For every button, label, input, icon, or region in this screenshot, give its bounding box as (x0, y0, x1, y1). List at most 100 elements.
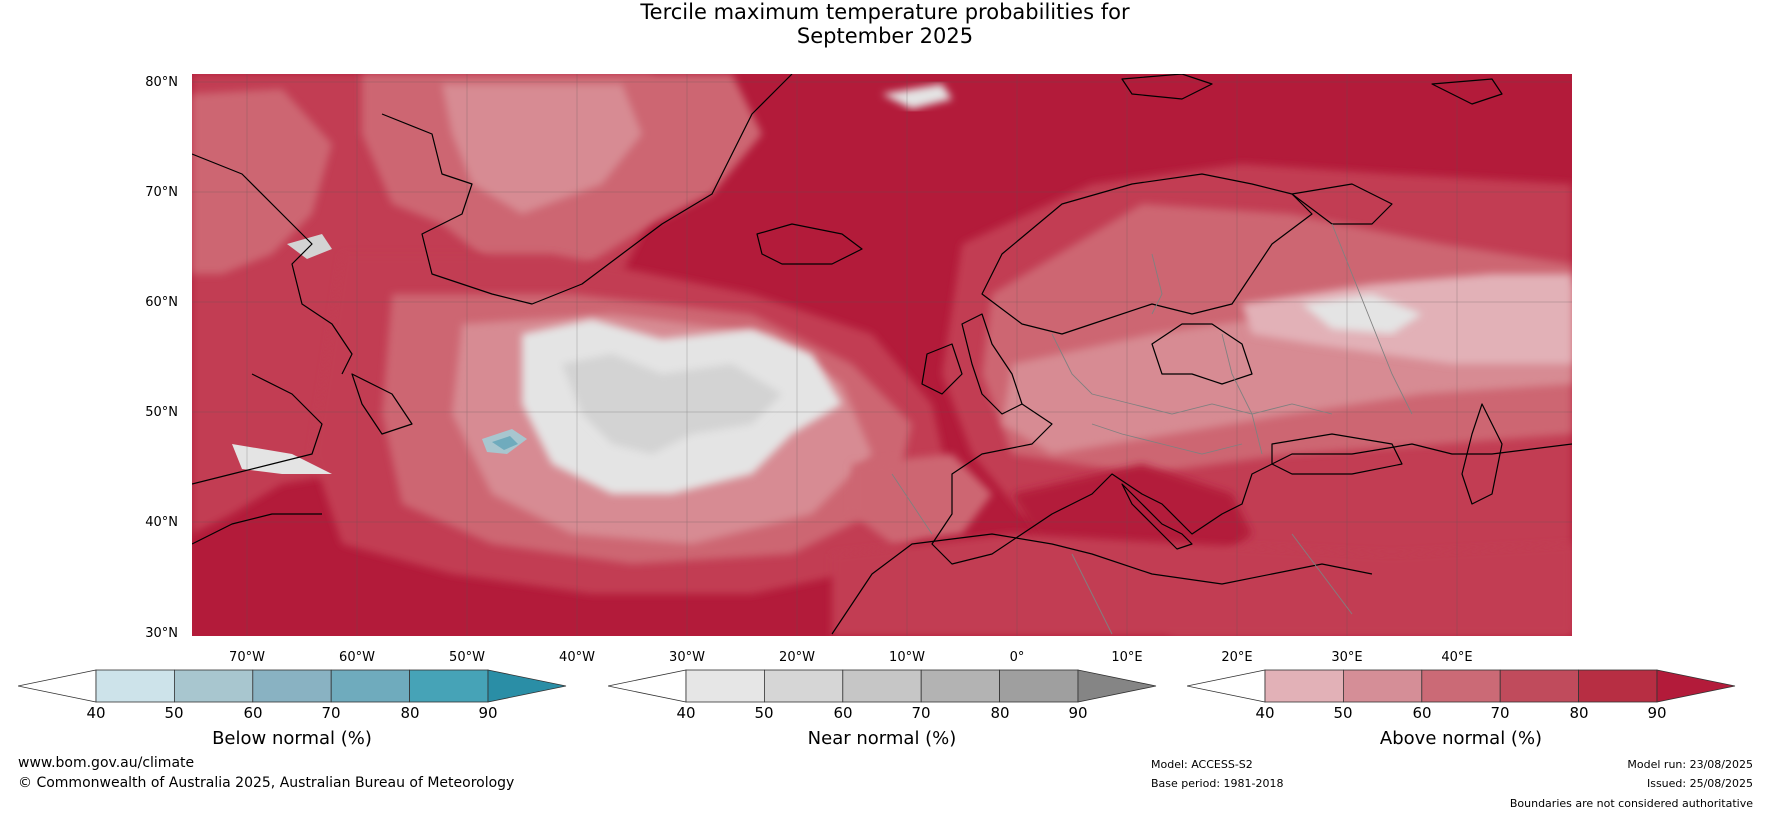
website-text: www.bom.gov.au/climate (18, 755, 195, 771)
tick-below: 60 (243, 704, 263, 722)
issued-text: Issued: 25/08/2025 (1646, 777, 1753, 790)
colorbar-above (1187, 669, 1736, 703)
tick-below: 80 (400, 704, 420, 722)
colorbar-bin (842, 669, 922, 703)
lat-label: 30°N (145, 626, 178, 641)
coast-greenland (381, 74, 793, 305)
lat-label: 60°N (145, 295, 178, 310)
legend-label-near: Near normal (%) (807, 728, 957, 749)
tick-below: 70 (321, 704, 341, 722)
coast-newfoundland (351, 373, 413, 435)
coast-svalbard (1121, 74, 1213, 100)
coast-norway (981, 173, 1313, 335)
coast-caspian (1461, 403, 1503, 505)
coast-baffin (192, 153, 353, 375)
coast-iceland (756, 223, 863, 265)
tick-near: 40 (676, 704, 696, 722)
lon-label: 50°W (449, 650, 485, 665)
borders (891, 223, 1413, 635)
colorbar-extend-low (608, 669, 687, 703)
colorbar-near (608, 669, 1157, 703)
legend-label-above: Above normal (%) (1379, 728, 1543, 749)
coast-ireland (921, 343, 963, 395)
legend-label-below: Below normal (%) (212, 728, 372, 749)
colorbar-bin (685, 669, 765, 703)
region-above-60-greenland (442, 84, 642, 214)
map-title: Tercile maximum temperature probabilitie… (0, 0, 1770, 48)
colorbar-extend-low (18, 669, 97, 703)
model-text: Model: ACCESS-S2 (1151, 758, 1253, 771)
colorbar-bin (1264, 669, 1344, 703)
graticule (192, 74, 1572, 636)
colorbar-bin (330, 669, 411, 703)
coast-baltic (1151, 323, 1253, 385)
lon-label: 40°W (559, 650, 595, 665)
region-below-70 (492, 436, 518, 450)
coast-north-africa (831, 533, 1373, 635)
coast-kola (1291, 183, 1393, 225)
tick-above: 40 (1255, 704, 1275, 722)
probability-map (192, 74, 1572, 636)
region-above-70-canada (192, 89, 332, 274)
lat-label: 80°N (145, 75, 178, 90)
colorbar-bin (1421, 669, 1501, 703)
colorbar-bin (1578, 669, 1658, 703)
lon-label: 60°W (339, 650, 375, 665)
colorbar-extend-low (1187, 669, 1266, 703)
tick-near: 70 (911, 704, 931, 722)
lat-label: 40°N (145, 515, 178, 530)
region-near-svalbard (882, 84, 952, 109)
colorbar-bin (1342, 669, 1423, 703)
colorbar-bin (999, 669, 1079, 703)
tick-above: 50 (1333, 704, 1353, 722)
colorbar-bin (1499, 669, 1580, 703)
tick-near: 50 (754, 704, 774, 722)
coast-black-sea (1271, 433, 1403, 475)
tick-above: 70 (1490, 704, 1510, 722)
tick-below: 90 (478, 704, 498, 722)
lon-label: 20°E (1221, 650, 1253, 665)
lon-label: 70°W (229, 650, 265, 665)
lat-label: 50°N (145, 405, 178, 420)
region-near-nova-scotia (232, 444, 332, 474)
colorbar-extend-high (1077, 669, 1157, 703)
colorbar-bin (409, 669, 489, 703)
coast-italy (1121, 483, 1193, 550)
region-near-russia (1302, 294, 1422, 334)
lon-label: 20°W (779, 650, 815, 665)
colorbar-extend-high (487, 669, 567, 703)
tick-above: 80 (1569, 704, 1589, 722)
coast-us-east (192, 513, 322, 545)
tick-above: 90 (1647, 704, 1667, 722)
model-run-text: Model run: 23/08/2025 (1627, 758, 1753, 771)
colorbar-extend-high (1656, 669, 1736, 703)
tick-above: 60 (1412, 704, 1432, 722)
base-period-text: Base period: 1981-2018 (1151, 777, 1284, 790)
coastlines (192, 74, 1572, 635)
lon-label: 10°W (889, 650, 925, 665)
lat-label: 70°N (145, 185, 178, 200)
colorbar-bin (95, 669, 175, 703)
copyright-text: © Commonwealth of Australia 2025, Austra… (18, 775, 515, 791)
tick-near: 90 (1068, 704, 1088, 722)
coast-europe (931, 403, 1572, 565)
colorbar-bin (763, 669, 844, 703)
lon-label: 40°E (1441, 650, 1473, 665)
coast-novaya (1431, 78, 1503, 105)
coast-labrador (192, 373, 323, 485)
disclaimer-text: Boundaries are not considered authoritat… (1509, 797, 1753, 810)
tick-below: 40 (86, 704, 106, 722)
map-svg (192, 74, 1572, 636)
colorbar-bin (252, 669, 332, 703)
tick-below: 50 (164, 704, 184, 722)
lon-label: 10°E (1111, 650, 1143, 665)
colorbar-bin (173, 669, 254, 703)
colorbar-below (18, 669, 567, 703)
lon-label: 30°E (1331, 650, 1363, 665)
tick-near: 80 (990, 704, 1010, 722)
lon-label: 0° (1009, 650, 1025, 665)
tick-near: 60 (833, 704, 853, 722)
lon-label: 30°W (669, 650, 705, 665)
title-line-2: September 2025 (796, 24, 974, 48)
title-line-1: Tercile maximum temperature probabilitie… (640, 0, 1130, 24)
